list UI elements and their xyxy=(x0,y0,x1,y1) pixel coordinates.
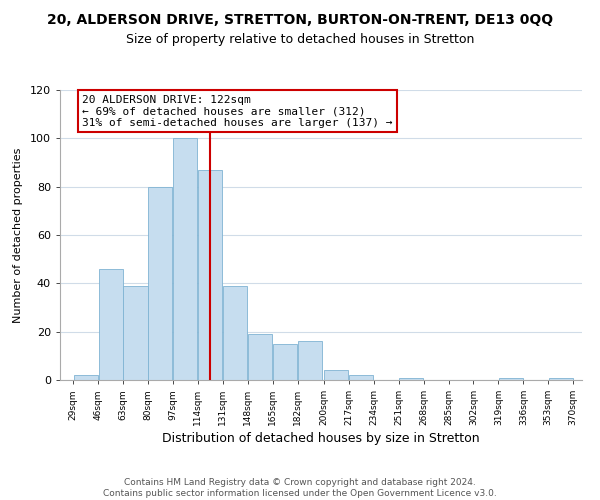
Text: 20, ALDERSON DRIVE, STRETTON, BURTON-ON-TRENT, DE13 0QQ: 20, ALDERSON DRIVE, STRETTON, BURTON-ON-… xyxy=(47,12,553,26)
Bar xyxy=(499,378,523,380)
Bar xyxy=(325,370,349,380)
Text: 20 ALDERSON DRIVE: 122sqm
← 69% of detached houses are smaller (312)
31% of semi: 20 ALDERSON DRIVE: 122sqm ← 69% of detac… xyxy=(82,95,392,128)
Text: Size of property relative to detached houses in Stretton: Size of property relative to detached ho… xyxy=(126,32,474,46)
Bar xyxy=(173,138,197,380)
Bar xyxy=(223,286,247,380)
Bar xyxy=(74,375,98,380)
X-axis label: Distribution of detached houses by size in Stretton: Distribution of detached houses by size … xyxy=(162,432,480,446)
Bar xyxy=(273,344,297,380)
Bar xyxy=(399,378,423,380)
Bar xyxy=(549,378,573,380)
Bar xyxy=(349,375,373,380)
Y-axis label: Number of detached properties: Number of detached properties xyxy=(13,148,23,322)
Bar xyxy=(248,334,272,380)
Bar xyxy=(124,286,148,380)
Bar xyxy=(298,342,322,380)
Text: Contains HM Land Registry data © Crown copyright and database right 2024.
Contai: Contains HM Land Registry data © Crown c… xyxy=(103,478,497,498)
Bar xyxy=(98,269,122,380)
Bar xyxy=(148,186,172,380)
Bar xyxy=(198,170,223,380)
